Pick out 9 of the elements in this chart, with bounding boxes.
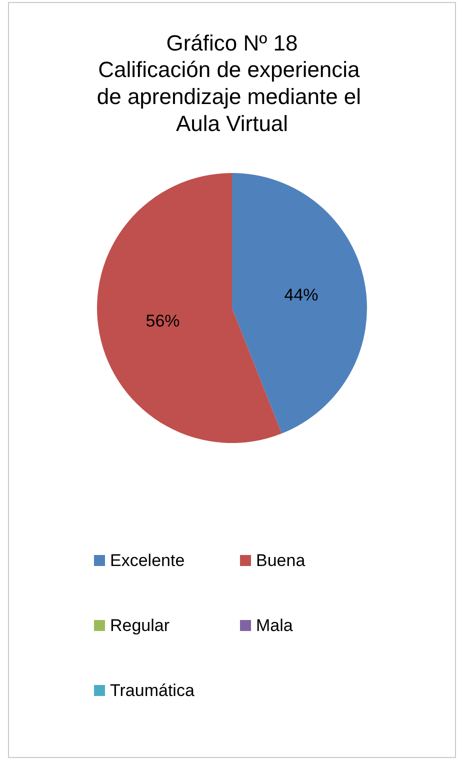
legend-label: Mala <box>256 616 294 635</box>
legend-label: Excelente <box>110 551 185 570</box>
legend-label: Traumática <box>110 681 195 700</box>
chart-title: Gráfico Nº 18 <box>166 30 298 56</box>
data-label: 44% <box>284 285 318 304</box>
legend-label: Regular <box>110 616 170 635</box>
chart-subtitle: Calificación de experiencia de aprendizaje mediante el Aula Virtual <box>96 57 368 136</box>
data-label: 56% <box>146 312 180 331</box>
legend-label: Buena <box>256 551 306 570</box>
